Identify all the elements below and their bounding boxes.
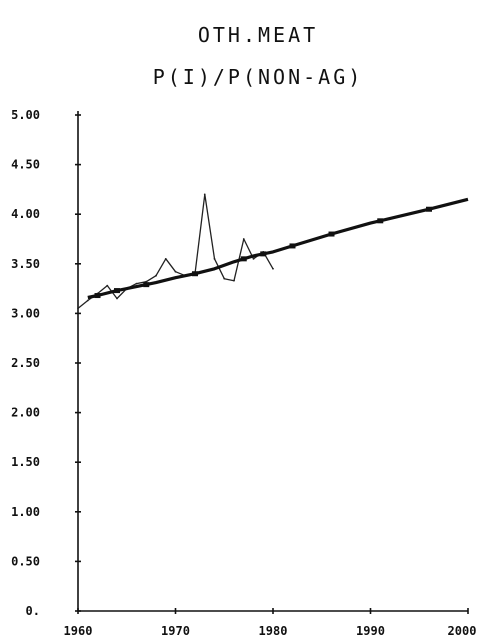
chart-title: OTH.MEAT	[198, 23, 318, 47]
series-trend-line	[87, 197, 469, 300]
observed-point	[86, 299, 89, 302]
plot-area	[77, 193, 469, 310]
x-tick-label: 1990	[356, 624, 385, 638]
observed-point	[116, 297, 118, 300]
trend-point	[328, 231, 335, 237]
trend-point	[240, 256, 247, 262]
observed-point	[164, 257, 167, 260]
y-tick-label: 1.50	[11, 455, 40, 469]
observed-point	[155, 274, 157, 277]
trend-point	[192, 271, 198, 277]
y-tick-label: 3.50	[11, 257, 40, 271]
observed-point	[233, 279, 235, 282]
y-tick-label: 0.50	[11, 554, 40, 568]
observed-point	[223, 277, 226, 280]
y-tick-label: 4.50	[11, 158, 40, 172]
observed-point	[272, 267, 274, 270]
observed-point	[106, 284, 109, 287]
y-tick-label: 1.00	[11, 505, 40, 519]
observed-point	[174, 270, 177, 273]
observed-point	[145, 280, 148, 283]
series-observed-line	[77, 193, 274, 309]
x-tick-label: 1980	[259, 624, 288, 638]
trend-point	[114, 288, 120, 294]
y-tick-label: 5.00	[11, 108, 40, 122]
observed-point	[77, 307, 79, 310]
chart-subtitle: P(I)/P(NON-AG)	[153, 65, 364, 89]
trend-point	[260, 251, 267, 257]
x-tick-label: 1970	[161, 624, 190, 638]
x-tick-label: 1960	[64, 624, 93, 638]
trend-point	[94, 293, 101, 299]
trend-point	[426, 206, 432, 212]
observed-point	[213, 257, 216, 260]
trend-point	[377, 218, 384, 224]
y-tick-label: 4.00	[11, 207, 40, 221]
observed-point	[135, 282, 138, 285]
x-tick-label: 2000	[448, 624, 477, 638]
trend-point	[143, 282, 150, 288]
observed-point	[252, 257, 255, 260]
y-tick-label: 2.00	[11, 406, 40, 420]
observed-point	[242, 238, 245, 240]
y-tick-label: 0.	[26, 604, 40, 618]
y-tick-label: 3.00	[11, 306, 40, 320]
observed-point	[203, 193, 206, 196]
y-tick-label: 2.50	[11, 356, 40, 370]
axes: 0. 0.50 1.00 1.50 2.00 2.50 3.00 3.50 4.00 4.50 5.…	[11, 108, 476, 638]
trend-point	[289, 243, 296, 249]
